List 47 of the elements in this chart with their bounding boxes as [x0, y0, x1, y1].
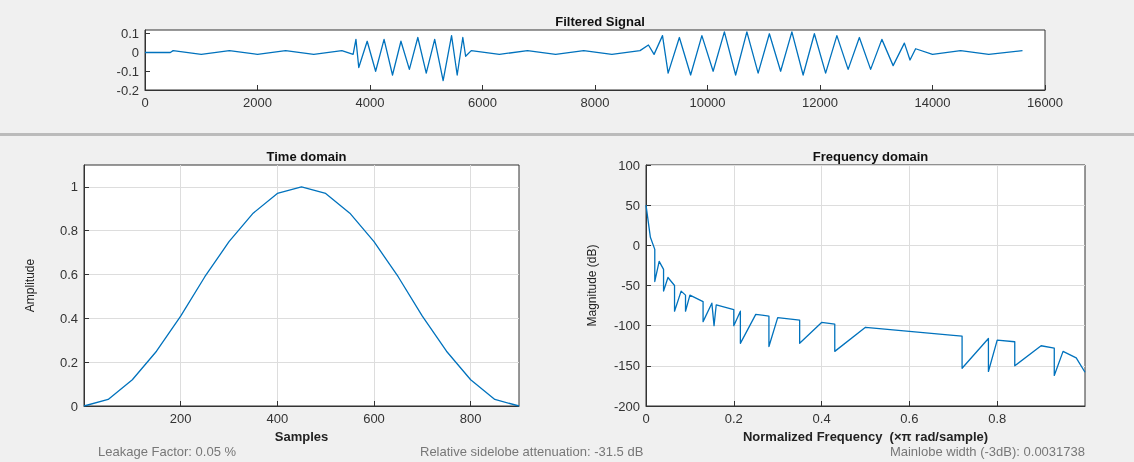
- x-tick-label: 0.6: [900, 411, 919, 426]
- text: Mainlobe width (-3dB): 0.0031738: [889, 444, 1085, 459]
- y-tick-label: -0.2: [116, 82, 139, 98]
- y-tick-label: 0: [70, 398, 78, 414]
- x-axis-title: Samples: [274, 428, 329, 444]
- y-tick-label: -50: [621, 278, 640, 293]
- chart-title: Time domain: [266, 149, 347, 164]
- y-tick-label: 0.8: [59, 223, 78, 239]
- x-tick-label: 0.2: [724, 411, 743, 426]
- text: Relative sidelobe attenuation: -31.5 dB: [420, 444, 644, 459]
- y-axis-title: Magnitude (dB): [585, 244, 599, 327]
- x-axis-title: Normalized Frequency (×π rad/sample): [742, 428, 989, 444]
- x-tick-label: 800: [459, 411, 482, 426]
- y-tick-label: 0.4: [59, 310, 78, 326]
- x-tick-label: 12000: [801, 95, 839, 110]
- x-tick-label: 600: [363, 411, 385, 426]
- y-tick-label: -100: [613, 318, 640, 334]
- y-tick-label: 1: [70, 179, 78, 195]
- y-tick-label: -200: [613, 398, 640, 414]
- x-tick-label: 8000: [580, 95, 610, 110]
- y-tick-label: 0.2: [59, 354, 78, 370]
- x-tick-label: 4000: [355, 95, 385, 110]
- y-tick-label: -0.1: [116, 63, 139, 79]
- y-tick-label: 0: [131, 45, 139, 60]
- y-tick-label: 100: [618, 157, 640, 173]
- chart-title: Frequency domain: [812, 149, 929, 164]
- y-tick-label: 0.1: [120, 26, 139, 42]
- x-tick-label: 0: [642, 411, 650, 426]
- x-tick-label: 2000: [243, 95, 272, 110]
- x-tick-label: 6000: [468, 95, 497, 110]
- x-tick-label: 0.4: [812, 411, 831, 426]
- y-tick-label: 0.6: [59, 267, 78, 283]
- y-axis-title: Amplitude: [23, 258, 37, 313]
- text: Leakage Factor: 0.05 %: [98, 444, 237, 459]
- chart-title: Filtered Signal: [555, 14, 645, 29]
- x-tick-label: 0: [141, 95, 149, 110]
- y-tick-label: 50: [625, 197, 640, 213]
- x-tick-label: 400: [266, 411, 289, 426]
- x-tick-label: 14000: [914, 95, 951, 110]
- y-tick-label: 0: [632, 237, 640, 253]
- x-tick-label: 200: [169, 411, 192, 426]
- y-tick-label: -150: [613, 358, 640, 374]
- line-series: [144, 31, 1024, 82]
- x-tick-label: 0.8: [988, 411, 1007, 426]
- x-tick-label: 16000: [1026, 95, 1064, 110]
- x-tick-label: 10000: [689, 95, 726, 110]
- line-series: [645, 204, 1086, 377]
